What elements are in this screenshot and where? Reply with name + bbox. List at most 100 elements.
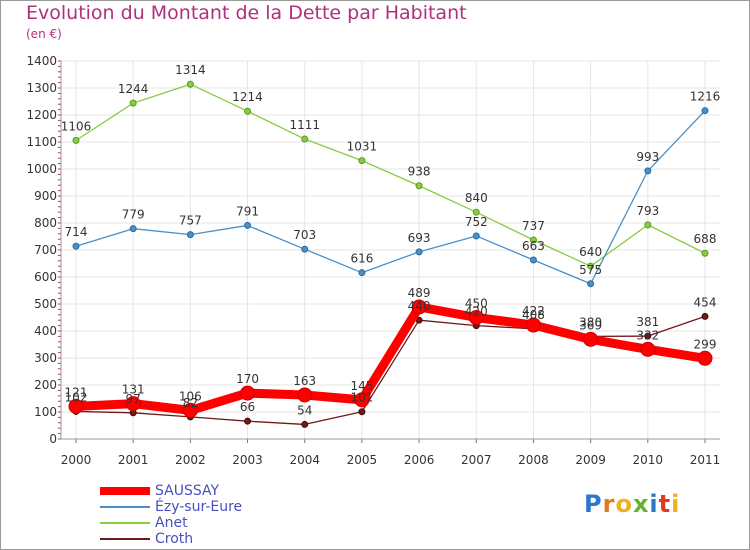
data-label-2: 1244 — [118, 82, 149, 96]
data-point-0 — [525, 317, 541, 333]
data-label-1: 993 — [636, 150, 659, 164]
data-point-3 — [701, 312, 709, 320]
data-label-0: 369 — [579, 318, 602, 332]
data-label-1: 1216 — [690, 90, 721, 104]
y-tick-label: 1400 — [26, 54, 57, 68]
proxiti-logo: Proxiti — [584, 490, 681, 518]
x-tick-label: 2000 — [61, 453, 92, 467]
series-line-2 — [75, 83, 706, 267]
series-line-0 — [75, 302, 706, 415]
x-tick-label: 2002 — [175, 453, 206, 467]
data-label-3: 66 — [240, 400, 255, 414]
data-label-1: 714 — [65, 225, 88, 239]
legend-label-saussay: SAUSSAY — [155, 483, 220, 499]
x-tick-label: 2008 — [518, 453, 549, 467]
data-point-1 — [358, 269, 366, 277]
data-point-2 — [129, 99, 137, 107]
data-label-2: 1106 — [61, 119, 92, 133]
y-tick-label: 1000 — [26, 162, 57, 176]
data-label-0: 145 — [350, 379, 373, 393]
chart-unit: (en €) — [26, 27, 62, 41]
data-point-0 — [125, 396, 141, 412]
data-label-3: 440 — [408, 299, 431, 313]
y-tick-label: 100 — [34, 405, 57, 419]
data-label-3: 380 — [579, 315, 602, 329]
data-label-3: 102 — [65, 390, 88, 404]
data-label-3: 82 — [183, 396, 198, 410]
data-point-0 — [468, 310, 484, 325]
data-label-0: 106 — [179, 389, 202, 403]
data-label-2: 1031 — [347, 140, 378, 154]
data-point-1 — [587, 280, 595, 288]
data-point-3 — [358, 408, 366, 416]
data-label-2: 1314 — [175, 63, 206, 77]
data-label-2: 793 — [636, 204, 659, 218]
data-label-1: 663 — [522, 239, 545, 253]
data-label-3: 408 — [522, 308, 545, 322]
data-point-2 — [472, 208, 480, 216]
y-tick-label: 300 — [34, 351, 57, 365]
x-tick-label: 2005 — [347, 453, 378, 467]
data-point-3 — [644, 332, 652, 340]
data-label-0: 422 — [522, 304, 545, 318]
legend-swatch-anet — [100, 522, 150, 524]
x-tick-label: 2010 — [633, 453, 664, 467]
data-point-1 — [244, 221, 252, 229]
chart-title: Evolution du Montant de la Dette par Hab… — [26, 2, 467, 24]
legend-swatch-saussay — [100, 487, 150, 495]
data-point-2 — [301, 135, 309, 143]
data-point-0 — [697, 350, 713, 366]
legend-label-anet: Anet — [155, 515, 188, 531]
y-tick-label: 500 — [34, 297, 57, 311]
data-label-0: 299 — [694, 337, 717, 351]
data-label-0: 450 — [465, 297, 488, 311]
data-point-0 — [182, 402, 198, 418]
x-tick-label: 2007 — [461, 453, 492, 467]
data-point-2 — [244, 107, 252, 115]
series-line-1 — [75, 110, 706, 285]
data-label-2: 688 — [694, 232, 717, 246]
y-tick-label: 1300 — [26, 81, 57, 95]
data-point-2 — [358, 157, 366, 165]
data-point-0 — [354, 392, 370, 408]
data-point-3 — [244, 417, 252, 425]
data-label-3: 101 — [350, 391, 373, 405]
data-point-1 — [186, 231, 194, 239]
data-label-0: 332 — [636, 328, 659, 342]
data-point-0 — [240, 385, 256, 401]
data-point-2 — [587, 262, 595, 270]
y-tick-label: 800 — [34, 216, 57, 230]
data-label-3: 54 — [297, 403, 312, 417]
data-label-2: 737 — [522, 219, 545, 233]
data-point-1 — [701, 107, 709, 115]
data-point-0 — [68, 398, 84, 414]
data-point-3 — [301, 420, 309, 428]
legend-label-ezy: Ézy-sur-Eure — [155, 499, 243, 515]
data-point-2 — [186, 80, 194, 88]
series-line-3 — [75, 315, 706, 426]
data-label-2: 840 — [465, 191, 488, 205]
data-label-3: 454 — [694, 295, 717, 309]
y-tick-label: 0 — [49, 432, 57, 446]
data-point-1 — [644, 167, 652, 175]
data-label-1: 693 — [408, 231, 431, 245]
data-label-1: 791 — [236, 204, 259, 218]
data-point-2 — [529, 236, 537, 244]
x-tick-label: 2009 — [575, 453, 606, 467]
data-label-2: 938 — [408, 165, 431, 179]
y-tick-label: 900 — [34, 189, 57, 203]
y-tick-label: 1200 — [26, 108, 57, 122]
x-tick-label: 2001 — [118, 453, 149, 467]
y-tick-label: 700 — [34, 243, 57, 257]
data-label-1: 575 — [579, 263, 602, 277]
data-label-2: 640 — [579, 245, 602, 259]
y-tick-label: 600 — [34, 270, 57, 284]
data-label-0: 131 — [122, 383, 145, 397]
data-point-1 — [472, 232, 480, 240]
data-label-1: 703 — [293, 228, 316, 242]
data-point-1 — [129, 225, 137, 233]
data-point-0 — [640, 341, 656, 357]
data-label-3: 420 — [465, 305, 488, 319]
data-point-1 — [72, 242, 80, 250]
